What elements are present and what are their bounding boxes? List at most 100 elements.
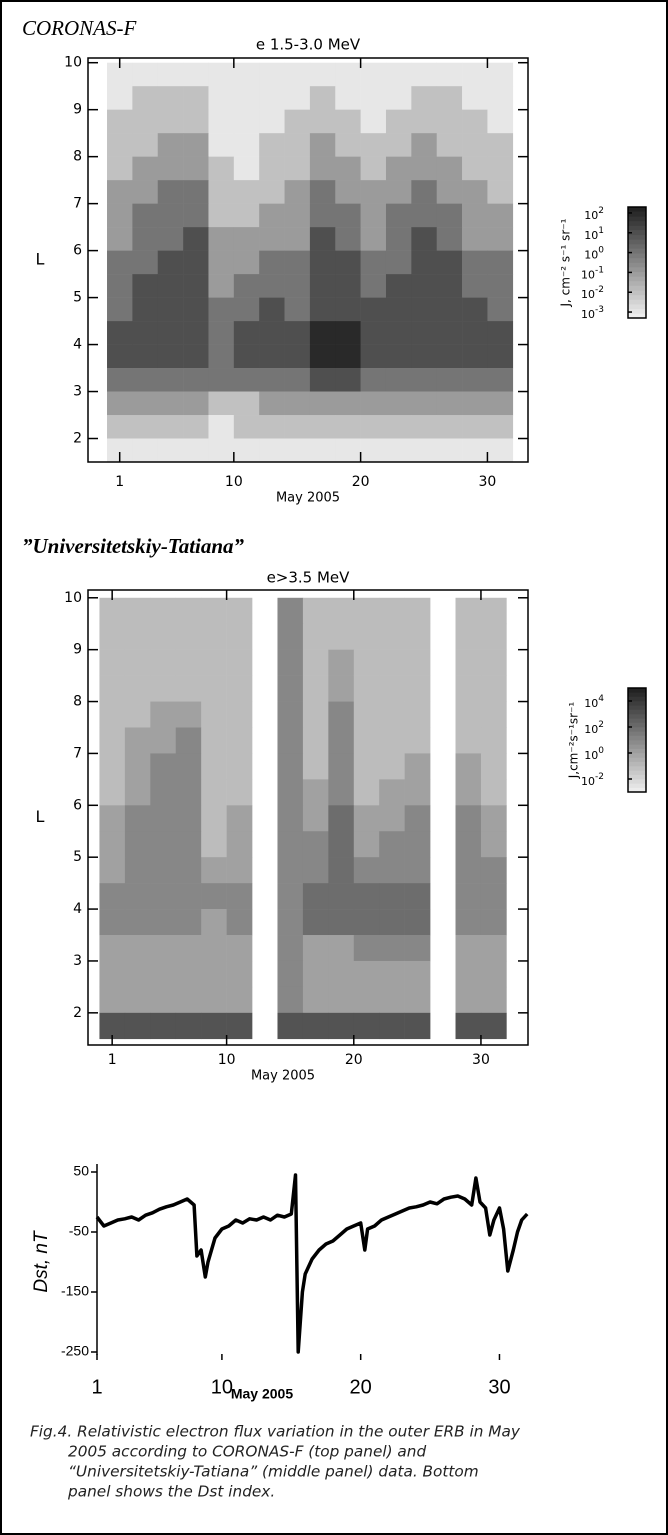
heatmap-cell xyxy=(183,274,209,298)
heatmap-cell xyxy=(404,753,431,780)
colorbar-title: J,cm⁻²s⁻¹sr⁻¹ xyxy=(567,702,581,780)
heatmap-cell xyxy=(436,180,463,204)
heatmap-cell xyxy=(107,368,133,392)
heatmap-cell xyxy=(360,156,387,181)
heatmap-cell xyxy=(455,960,482,988)
heatmap-cell xyxy=(455,909,482,936)
heatmap-cell xyxy=(379,701,405,728)
heatmap-cell xyxy=(208,109,235,134)
heatmap-cell xyxy=(360,297,387,322)
heatmap-cell xyxy=(302,779,329,806)
heatmap-cell xyxy=(455,675,482,702)
x-tick-label: 1 xyxy=(115,474,124,490)
heatmap-cell xyxy=(208,391,235,416)
heatmap-cell xyxy=(328,597,355,625)
heatmap-cell xyxy=(353,831,380,858)
colorbar-swatch xyxy=(628,248,646,254)
heatmap-cell xyxy=(360,109,387,134)
heatmap-cell xyxy=(175,727,202,754)
heatmap-cell xyxy=(436,133,463,157)
heatmap-cell xyxy=(259,86,285,110)
colorbar-swatch xyxy=(628,257,646,263)
heatmap-cell xyxy=(208,180,235,204)
heatmap-cell xyxy=(411,274,438,298)
heatmap-cell xyxy=(99,1012,126,1040)
heatmap-cell xyxy=(150,649,177,676)
heatmap-cell xyxy=(157,368,184,392)
heatmap-cell xyxy=(462,62,488,87)
heatmap-cell xyxy=(335,344,361,369)
heatmap-cell xyxy=(175,753,202,780)
heatmap-cell xyxy=(462,391,488,416)
heatmap-cell xyxy=(328,623,355,650)
heatmap-cell xyxy=(404,1012,431,1040)
heatmap-cell xyxy=(455,831,482,858)
colorbar-tick-base: 10 xyxy=(584,249,598,262)
heatmap-cell xyxy=(150,935,177,962)
y-tick-label: 9 xyxy=(73,102,82,118)
heatmap-cell xyxy=(309,415,336,439)
heatmap-cell xyxy=(277,753,304,780)
heatmap-cell xyxy=(480,597,507,625)
caption-line: Fig.4. Relativistic electron flux variat… xyxy=(30,1423,521,1441)
heatmap-cell xyxy=(462,203,488,228)
heatmap-cell xyxy=(455,883,482,910)
heatmap-cell xyxy=(455,1012,482,1040)
heatmap-cell xyxy=(328,779,355,806)
heatmap-cell xyxy=(150,779,177,806)
heatmap-cell xyxy=(277,701,304,728)
heatmap-cell xyxy=(404,805,431,832)
y-tick-label: -150 xyxy=(61,1283,89,1299)
heatmap-cell xyxy=(411,133,438,157)
colorbar-swatch xyxy=(628,253,646,259)
heatmap-cell xyxy=(379,649,405,676)
heatmap-cell xyxy=(385,227,412,251)
heatmap-cell xyxy=(183,391,209,416)
heatmap-cell xyxy=(132,274,159,298)
colorbar-swatch xyxy=(628,308,646,314)
colorbar-tick-label: 10-3 xyxy=(581,305,604,322)
colorbar-swatch xyxy=(628,239,646,245)
heatmap-cell xyxy=(259,133,285,157)
heatmap-cell xyxy=(277,986,304,1014)
colorbar-swatch xyxy=(628,757,646,762)
heatmap-cell xyxy=(284,321,311,345)
heatmap-cell xyxy=(487,415,514,439)
heatmap-cell xyxy=(132,203,159,228)
colorbar-tick-exponent: 0 xyxy=(598,746,604,756)
colorbar-swatch xyxy=(628,722,646,728)
colorbar-tick-label: 102 xyxy=(584,720,604,737)
y-tick-label: 2 xyxy=(73,431,82,447)
heatmap-cell xyxy=(208,133,235,157)
heatmap-cell xyxy=(411,180,438,204)
colorbar-tick-label: 100 xyxy=(584,245,604,262)
heatmap-cell xyxy=(150,701,177,728)
heatmap-cell xyxy=(201,805,227,832)
heatmap-cell xyxy=(455,857,482,884)
heatmap-cell xyxy=(150,727,177,754)
heatmap-cell xyxy=(335,274,361,298)
heatmap-cell xyxy=(157,344,184,369)
y-tick-label: 5 xyxy=(73,290,82,306)
heatmap-cell xyxy=(436,109,463,134)
heatmap-cell xyxy=(150,909,177,936)
heatmap-cell xyxy=(183,62,209,87)
heatmap-cell xyxy=(328,883,355,910)
colorbar-swatch xyxy=(628,766,646,771)
heatmap-cell xyxy=(455,986,482,1014)
heatmap-cell xyxy=(335,321,361,345)
x-axis-title: May 2005 xyxy=(231,1386,293,1402)
y-tick-label: -250 xyxy=(61,1343,89,1359)
heatmap-cell xyxy=(462,344,488,369)
heatmap-cell xyxy=(259,62,285,87)
heatmap-cell xyxy=(132,321,159,345)
heatmap-cell xyxy=(99,701,126,728)
heatmap-cell xyxy=(201,675,227,702)
heatmap-cell xyxy=(107,62,133,87)
heatmap-cell xyxy=(353,960,380,988)
heatmap-cell xyxy=(411,368,438,392)
heatmap-cell xyxy=(302,623,329,650)
colorbar-swatch xyxy=(628,688,646,693)
heatmap-cell xyxy=(385,180,412,204)
